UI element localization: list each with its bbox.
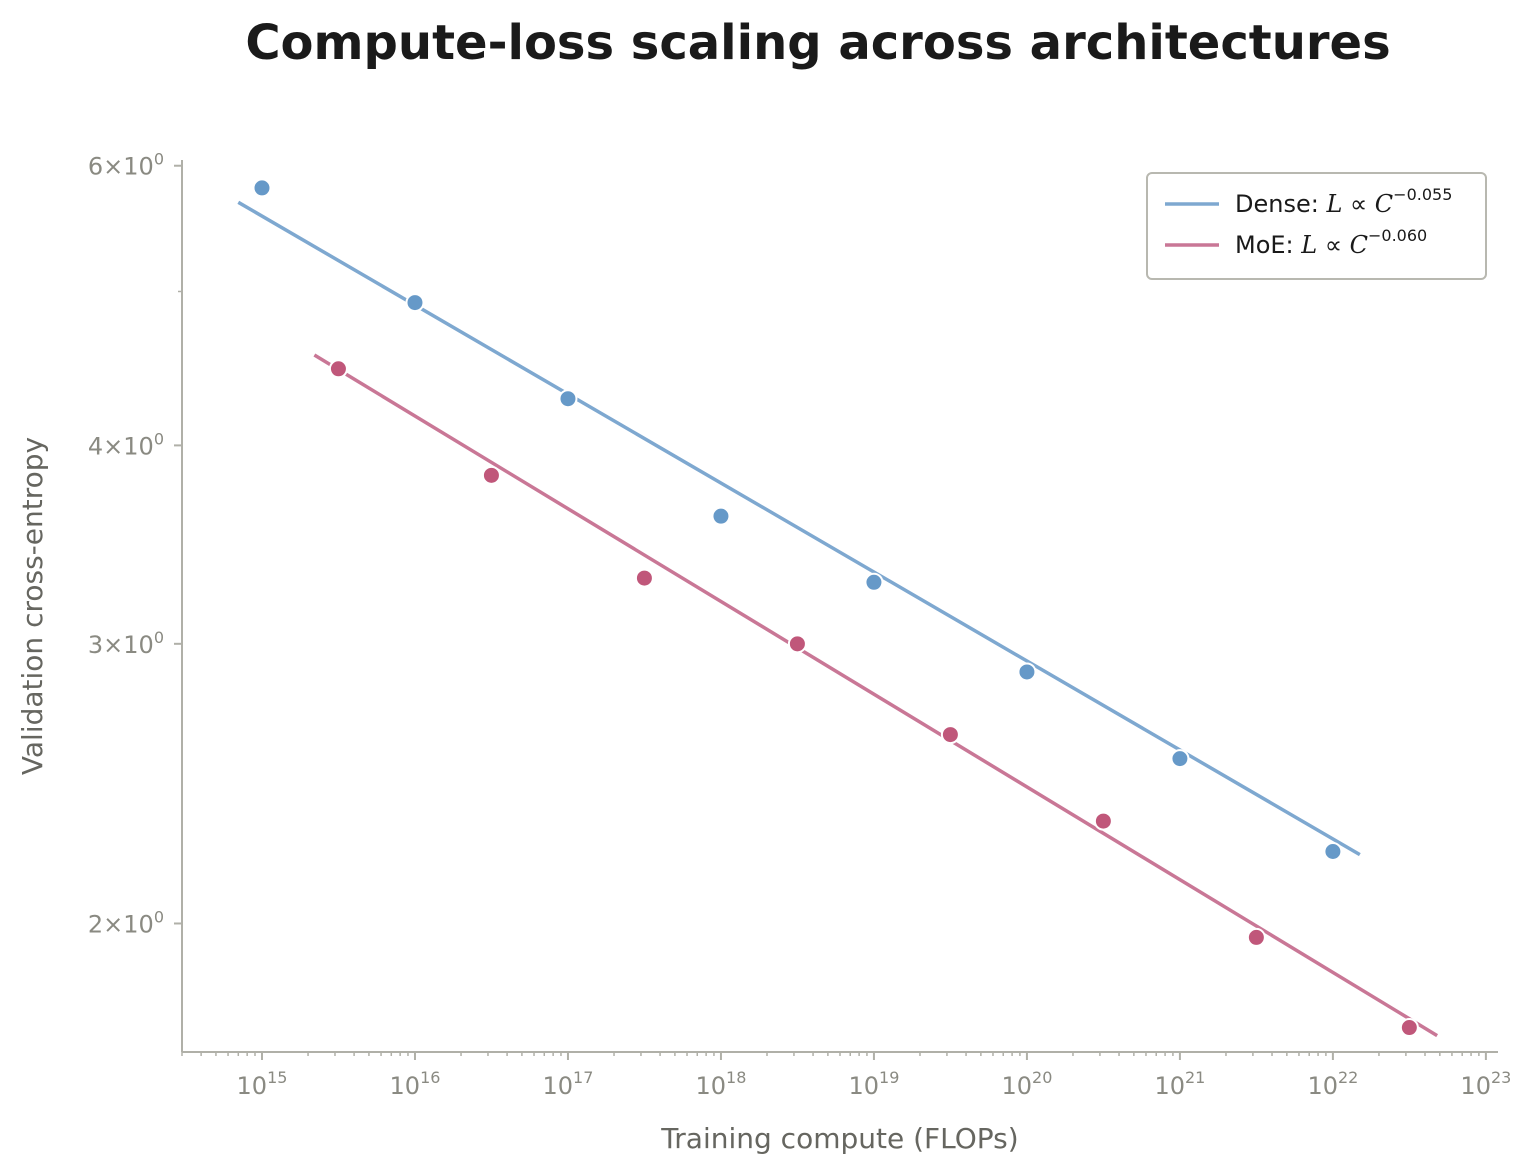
x-tick-label: 1019 <box>848 1068 899 1100</box>
dense-data-point <box>252 178 272 198</box>
x-tick-label: 1015 <box>237 1068 288 1100</box>
x-tick-base: 10 <box>1307 1072 1338 1100</box>
y-tick-exponent: 0 <box>154 150 164 169</box>
moe-legend-propto: ∝ <box>1317 231 1349 259</box>
dense-data-point <box>1323 841 1343 861</box>
x-axis-label: Training compute (FLOPs) <box>660 1122 1018 1155</box>
x-tick-base: 10 <box>696 1072 727 1100</box>
dense-fit-line <box>237 200 1361 857</box>
moe-data-point <box>634 568 654 588</box>
moe-data-point <box>787 634 807 654</box>
moe-legend-name: MoE: <box>1235 231 1301 259</box>
y-tick-exponent: 0 <box>154 628 164 647</box>
dense-data-point <box>1017 662 1037 682</box>
y-tick-mantissa: 3×10 <box>88 631 154 659</box>
moe-data-point <box>328 359 348 379</box>
x-tick-exponent: 22 <box>1338 1068 1358 1087</box>
x-tick-base: 10 <box>543 1072 574 1100</box>
x-tick-base: 10 <box>848 1072 879 1100</box>
dense-data-point <box>864 572 884 592</box>
y-tick-mantissa: 6×10 <box>88 153 154 181</box>
axes: 1015 1016 1017 1018 1019 1020 1021 1022 10236×10… <box>88 150 1511 1100</box>
moe-data-point <box>1399 1018 1419 1038</box>
x-tick-exponent: 16 <box>420 1068 440 1087</box>
x-tick-exponent: 15 <box>267 1068 287 1087</box>
y-tick-mantissa: 2×10 <box>88 910 154 938</box>
moe-legend-exponent: −0.060 <box>1368 226 1427 245</box>
x-tick-label: 1017 <box>543 1068 594 1100</box>
y-axis-label: Validation cross-entropy <box>16 437 49 775</box>
moe-legend-math-c: C <box>1350 231 1368 259</box>
dense-legend-propto: ∝ <box>1342 190 1374 218</box>
x-tick-base: 10 <box>1001 1072 1032 1100</box>
moe-data-point <box>1093 811 1113 831</box>
x-tick-exponent: 17 <box>573 1068 593 1087</box>
dense-data-point <box>711 506 731 526</box>
x-tick-base: 10 <box>1460 1072 1491 1100</box>
moe-fit-line <box>313 353 1439 1038</box>
x-tick-label: 1021 <box>1154 1068 1205 1100</box>
y-tick-label: 3×100 <box>88 628 164 659</box>
dense-legend-math-c: C <box>1375 190 1393 218</box>
dense-data-point <box>1170 749 1190 769</box>
fit-lines <box>237 200 1439 1038</box>
moe-legend-label: MoE: L ∝ C−0.060 <box>1235 226 1427 259</box>
moe-data-point <box>1246 927 1266 947</box>
y-tick-exponent: 0 <box>154 429 164 448</box>
x-tick-base: 10 <box>1154 1072 1185 1100</box>
chart-title: Compute-loss scaling across architecture… <box>245 15 1390 71</box>
data-points <box>252 178 1419 1038</box>
x-tick-base: 10 <box>390 1072 421 1100</box>
x-tick-exponent: 21 <box>1185 1068 1205 1087</box>
dense-data-point <box>405 293 425 313</box>
legend-box <box>1146 172 1487 280</box>
x-tick-label: 1023 <box>1460 1068 1511 1100</box>
y-tick-mantissa: 4×10 <box>88 432 154 460</box>
y-tick-label: 4×100 <box>88 429 164 460</box>
moe-data-point <box>940 725 960 745</box>
x-tick-exponent: 18 <box>726 1068 746 1087</box>
moe-data-point <box>481 465 501 485</box>
y-tick-label: 2×100 <box>88 907 164 938</box>
x-tick-exponent: 20 <box>1032 1068 1052 1087</box>
y-tick-label: 6×100 <box>88 150 164 181</box>
x-tick-label: 1016 <box>390 1068 441 1100</box>
x-tick-label: 1020 <box>1001 1068 1052 1100</box>
x-tick-base: 10 <box>237 1072 268 1100</box>
x-tick-label: 1018 <box>696 1068 747 1100</box>
dense-legend-math-l: L <box>1325 190 1342 218</box>
dense-legend-name: Dense: <box>1235 190 1326 218</box>
x-tick-label: 1022 <box>1307 1068 1358 1100</box>
moe-legend-math-l: L <box>1300 231 1317 259</box>
x-tick-exponent: 19 <box>879 1068 899 1087</box>
dense-legend-label: Dense: L ∝ C−0.055 <box>1235 185 1452 218</box>
y-tick-exponent: 0 <box>154 907 164 926</box>
dense-legend-exponent: −0.055 <box>1393 185 1452 204</box>
dense-data-point <box>558 389 578 409</box>
x-tick-exponent: 23 <box>1491 1068 1511 1087</box>
